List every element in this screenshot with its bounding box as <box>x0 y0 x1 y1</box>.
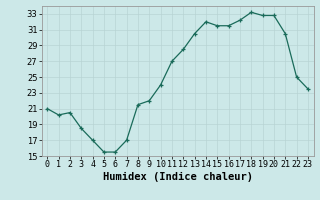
X-axis label: Humidex (Indice chaleur): Humidex (Indice chaleur) <box>103 172 252 182</box>
